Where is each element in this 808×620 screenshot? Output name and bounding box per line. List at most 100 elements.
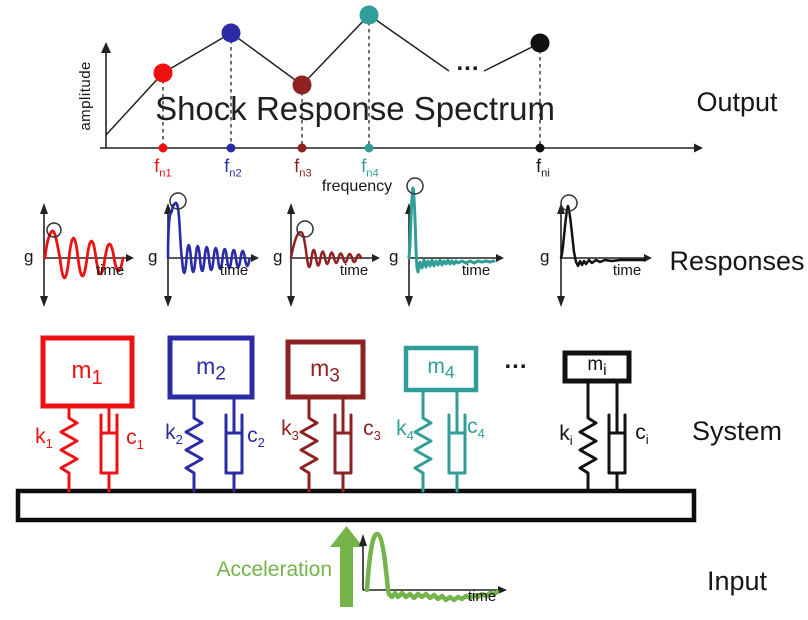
response5-peak-circle (560, 194, 578, 212)
spring-label-4-sub: 4 (406, 428, 414, 444)
damper-label-1-base: c (126, 426, 137, 449)
response1-g-label: g (24, 247, 34, 266)
response5-waveform (559, 204, 647, 268)
freq-label-fn2: fn2 (211, 157, 255, 180)
response2-y-arrow-up (164, 203, 172, 214)
mass-box-1 (40, 335, 135, 409)
mass-box-i (562, 350, 632, 384)
mass-label-4: m4 (411, 355, 471, 382)
freq-label-fn2-sub: n2 (229, 167, 242, 180)
responses-canvas (40, 177, 652, 307)
mass-label-1-base: m (71, 357, 92, 384)
freq-label-fn2-base: f (224, 156, 230, 176)
data-point-fni (530, 33, 550, 53)
srs-curve-segment-1 (105, 14, 450, 136)
freq-label-fn4: fn4 (348, 157, 392, 180)
spring-2 (184, 395, 204, 493)
spring-label-1-sub: 1 (45, 436, 53, 452)
response1-waveform (43, 229, 125, 280)
response1-time-label: time (95, 262, 125, 279)
axis-dot-fn4 (364, 143, 374, 153)
response4-y-arrow-down (405, 296, 413, 307)
mass-box-2 (167, 335, 255, 400)
freq-label-fn1: fn1 (141, 157, 185, 180)
output-plot-title: Shock Response Spectrum (155, 90, 555, 127)
mass-label-2-base: m (196, 353, 216, 379)
data-point-fn4 (359, 5, 379, 25)
response3-waveform (289, 230, 363, 269)
spring-label-4-base: k (396, 417, 407, 440)
mass-label-i: mi (567, 355, 627, 379)
input-canvas (330, 526, 507, 607)
response5-g-label: g (540, 247, 550, 266)
damper-label-2-sub: 2 (257, 435, 265, 451)
data-point-fn2 (221, 23, 241, 43)
response2-x-arrow (251, 254, 259, 262)
spring-label-4: k4 (388, 417, 422, 444)
response1-y-arrow-up (40, 203, 48, 214)
response3-peak-circle (296, 220, 314, 238)
spring-label-i-sub: i (569, 433, 573, 449)
axis-dot-fn3 (297, 143, 307, 153)
damper-label-i-sub: i (645, 432, 649, 448)
freq-label-fni-base: f (536, 156, 542, 176)
mass-label-3-sub: 3 (329, 365, 340, 387)
response4-time-label: time (461, 262, 491, 279)
damper-2 (224, 395, 244, 493)
damper-label-4: c4 (459, 415, 493, 442)
spring-label-i: ki (549, 422, 583, 449)
freq-label-fni: fni (521, 157, 565, 180)
spring-label-2: k2 (157, 421, 191, 448)
output-plot-canvas (100, 5, 703, 153)
spring-label-1: k1 (27, 425, 61, 452)
damper-label-i: ci (625, 421, 659, 448)
mass-box-4 (403, 345, 479, 393)
response5-y-arrow-up (557, 203, 565, 214)
input-time-label: time (467, 588, 497, 605)
response3-g-label: g (273, 247, 283, 266)
freq-label-fn4-sub: n4 (366, 167, 379, 180)
responses-section-label: Responses (669, 246, 805, 276)
system-section-label: System (691, 416, 783, 446)
spring-label-i-base: k (559, 422, 570, 445)
freq-label-fni-sub: ni (541, 167, 550, 180)
frequency-axis-arrow (694, 143, 703, 153)
damper-label-3: c3 (355, 417, 389, 443)
spring-label-1-base: k (35, 425, 46, 448)
output-section-label: Output (696, 87, 778, 117)
response2-waveform (166, 201, 251, 275)
response3-time-label: time (339, 262, 369, 279)
spring-label-3: k3 (273, 417, 307, 443)
damper-3 (333, 395, 353, 493)
damper-label-2: c2 (239, 424, 273, 451)
spring-label-2-sub: 2 (175, 432, 183, 448)
mass-label-1-sub: 1 (91, 366, 103, 389)
input-pulse-waveform (364, 531, 500, 603)
freq-label-fn4-base: f (361, 156, 367, 176)
input-section-label: Input (706, 566, 768, 596)
mass-label-1: m1 (57, 358, 117, 389)
damper-label-i-base: c (635, 421, 646, 444)
response1-x-arrow (126, 254, 134, 262)
base-bar (15, 488, 697, 523)
axis-dot-fni (535, 143, 545, 153)
mass-label-3-base: m (310, 355, 330, 381)
system-ellipsis: ... (504, 347, 528, 374)
data-point-fn3 (292, 75, 312, 95)
spring-1 (59, 404, 79, 493)
damper-label-4-sub: 4 (477, 426, 485, 442)
mass-label-i-base: m (587, 354, 604, 375)
srs-ellipsis: ... (456, 49, 480, 76)
system-canvas (15, 335, 697, 523)
input-x-arrow (498, 586, 507, 594)
axis-dot-fn1 (158, 143, 168, 153)
spring-4 (413, 388, 433, 493)
response2-time-label: time (219, 262, 249, 279)
axis-dot-fn2 (226, 143, 236, 153)
response4-g-label: g (389, 247, 399, 266)
response3-y-arrow-down (287, 296, 295, 307)
damper-label-2-base: c (247, 424, 258, 447)
mass-label-i-sub: i (603, 361, 607, 379)
damper-label-1-sub: 1 (136, 437, 144, 453)
